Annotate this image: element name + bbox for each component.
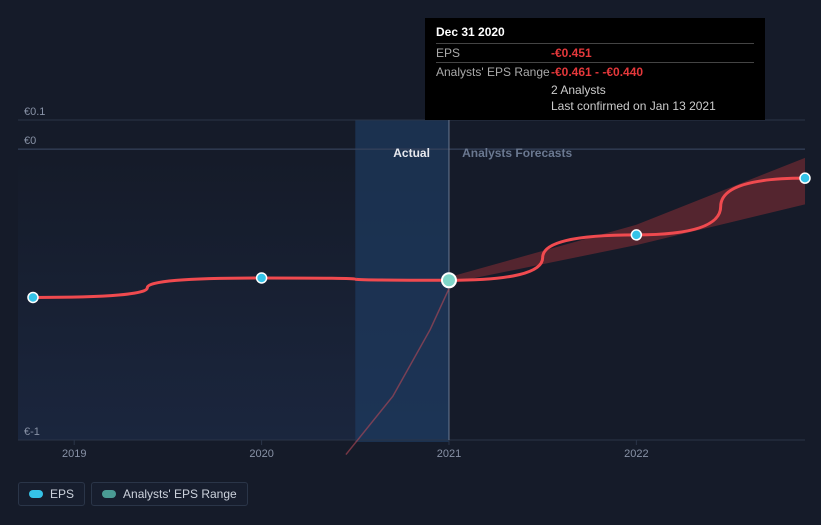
tooltip-eps-label: EPS — [436, 46, 551, 60]
x-axis-label: 2020 — [249, 448, 273, 460]
legend-item-eps[interactable]: EPS — [18, 482, 85, 506]
tooltip-title: Dec 31 2020 — [436, 25, 754, 43]
x-axis-label: 2022 — [624, 448, 648, 460]
forecast-period-label: Analysts Forecasts — [462, 146, 572, 160]
legend-swatch — [102, 490, 116, 498]
actual-period-label: Actual — [393, 146, 430, 160]
legend-item-range[interactable]: Analysts' EPS Range — [91, 482, 248, 506]
y-axis-label: €-1 — [24, 426, 40, 438]
tooltip-range-value: -€0.461 - -€0.440 — [551, 65, 643, 79]
tooltip-range-label: Analysts' EPS Range — [436, 65, 551, 79]
tooltip-eps-value: -€0.451 — [551, 46, 592, 60]
legend-label: Analysts' EPS Range — [123, 487, 237, 501]
legend-label: EPS — [50, 487, 74, 501]
chart-tooltip: Dec 31 2020 EPS -€0.451 Analysts' EPS Ra… — [425, 18, 765, 120]
legend-swatch — [29, 490, 43, 498]
y-axis-label: €0.1 — [24, 106, 45, 118]
x-axis-label: 2019 — [62, 448, 86, 460]
chart-legend: EPS Analysts' EPS Range — [18, 482, 248, 506]
tooltip-confirmed-date: Last confirmed on Jan 13 2021 — [436, 97, 754, 113]
x-axis-label: 2021 — [437, 448, 461, 460]
tooltip-analyst-count: 2 Analysts — [436, 81, 754, 97]
y-axis-label: €0 — [24, 135, 36, 147]
